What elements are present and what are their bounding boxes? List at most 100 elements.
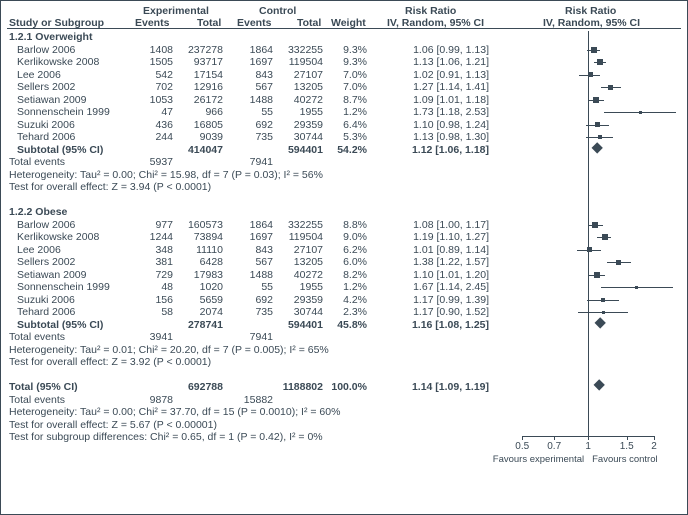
study-name: Setiawan 2009 [17, 94, 86, 106]
cell: 278741 [175, 319, 223, 331]
heterogeneity: Heterogeneity: Tau² = 0.00; Chi² = 15.98… [9, 169, 323, 181]
axis-tick [522, 436, 523, 440]
cell: 1.10 [1.01, 1.20] [379, 269, 489, 281]
cell: 1697 [231, 56, 273, 68]
cell: 17154 [175, 69, 223, 81]
heterogeneity: Heterogeneity: Tau² = 0.00; Chi² = 37.70… [9, 406, 340, 418]
cell: 9039 [175, 131, 223, 143]
cell: 5659 [175, 294, 223, 306]
cell: 1.17 [0.90, 1.52] [379, 306, 489, 318]
hdr-rr-1: Risk Ratio [405, 5, 456, 17]
effect-point [602, 234, 608, 240]
cell: 1.17 [0.99, 1.39] [379, 294, 489, 306]
cell: 6.0% [325, 256, 367, 268]
cell: 16805 [175, 119, 223, 131]
study-name: Sonnenschein 1999 [17, 281, 110, 293]
subtotal-diamond [591, 142, 603, 154]
cell: 12916 [175, 81, 223, 93]
effect-point [594, 272, 600, 278]
cell: 8.2% [325, 269, 367, 281]
cell: 3941 [131, 331, 173, 343]
cell: 6.4% [325, 119, 367, 131]
totals-events-label: Total events [9, 156, 65, 168]
axis-label-right: Favours control [592, 454, 657, 509]
cell: 45.8% [325, 319, 367, 331]
cell: 1.38 [1.22, 1.57] [379, 256, 489, 268]
axis-label-left: Favours experimental [493, 454, 584, 509]
effect-point [592, 222, 598, 228]
overall-effect: Test for overall effect: Z = 3.92 (P < 0… [9, 356, 211, 368]
cell: 9878 [131, 394, 173, 406]
cell: 1408 [131, 44, 173, 56]
cell: 735 [231, 131, 273, 143]
cell: 332255 [275, 219, 323, 231]
overall-effect: Test for overall effect: Z = 5.67 (P < 0… [9, 419, 217, 431]
study-name: Suzuki 2006 [17, 294, 75, 306]
cell: 1.13 [1.06, 1.21] [379, 56, 489, 68]
cell: 13205 [275, 256, 323, 268]
cell: 567 [231, 256, 273, 268]
cell: 9.0% [325, 231, 367, 243]
cell: 9.3% [325, 56, 367, 68]
cell: 237278 [175, 44, 223, 56]
cell: 17983 [175, 269, 223, 281]
cell: 55 [231, 281, 273, 293]
cell: 5937 [131, 156, 173, 168]
cell: 54.2% [325, 144, 367, 156]
cell: 381 [131, 256, 173, 268]
cell: 1.06 [0.99, 1.13] [379, 44, 489, 56]
cell: 13205 [275, 81, 323, 93]
cell: 977 [131, 219, 173, 231]
cell: 1488 [231, 269, 273, 281]
cell: 29359 [275, 294, 323, 306]
effect-point [601, 298, 605, 302]
study-name: Tehard 2006 [17, 306, 75, 318]
cell: 1244 [131, 231, 173, 243]
cell: 594401 [275, 319, 323, 331]
axis-tick [554, 436, 555, 440]
heterogeneity: Heterogeneity: Tau² = 0.01; Chi² = 20.20… [9, 344, 329, 356]
cell: 1.27 [1.14, 1.41] [379, 81, 489, 93]
cell: 119504 [275, 231, 323, 243]
cell: 6428 [175, 256, 223, 268]
cell: 1.73 [1.18, 2.53] [379, 106, 489, 118]
cell: 1697 [231, 231, 273, 243]
cell: 40272 [275, 269, 323, 281]
subtotal-label: Subtotal (95% CI) [17, 144, 103, 156]
cell: 1.67 [1.14, 2.45] [379, 281, 489, 293]
effect-point [597, 59, 603, 65]
effect-point [595, 122, 600, 127]
subgroup-title: 1.2.1 Overweight [9, 31, 92, 43]
cell: 48 [131, 281, 173, 293]
axis-tick [588, 436, 589, 440]
effect-point [598, 135, 602, 139]
cell: 332255 [275, 44, 323, 56]
cell: 1.19 [1.10, 1.27] [379, 231, 489, 243]
hdr-control: Control [259, 5, 296, 17]
total-label: Total (95% CI) [9, 381, 78, 393]
cell: 73894 [175, 231, 223, 243]
cell: 58 [131, 306, 173, 318]
subtotal-diamond [594, 317, 606, 329]
study-name: Tehard 2006 [17, 131, 75, 143]
hdr-rr-2: Risk Ratio [565, 5, 616, 17]
cell: 843 [231, 69, 273, 81]
subtotal-diamond [593, 380, 605, 392]
study-name: Suzuki 2006 [17, 119, 75, 131]
totals-events-label: Total events [9, 394, 65, 406]
cell: 1864 [231, 44, 273, 56]
cell: 47 [131, 106, 173, 118]
cell: 27107 [275, 244, 323, 256]
cell: 1864 [231, 219, 273, 231]
cell: 966 [175, 106, 223, 118]
cell: 8.7% [325, 94, 367, 106]
cell: 1.2% [325, 106, 367, 118]
forest-plot-area: 0.50.711.52Favours experimentalFavours c… [501, 29, 679, 514]
subtotal-label: Subtotal (95% CI) [17, 319, 103, 331]
study-name: Sonnenschein 1999 [17, 106, 110, 118]
cell: 1955 [275, 106, 323, 118]
axis-tick-label: 1 [585, 441, 591, 495]
cell: 160573 [175, 219, 223, 231]
cell: 843 [231, 244, 273, 256]
cell: 7941 [231, 156, 273, 168]
